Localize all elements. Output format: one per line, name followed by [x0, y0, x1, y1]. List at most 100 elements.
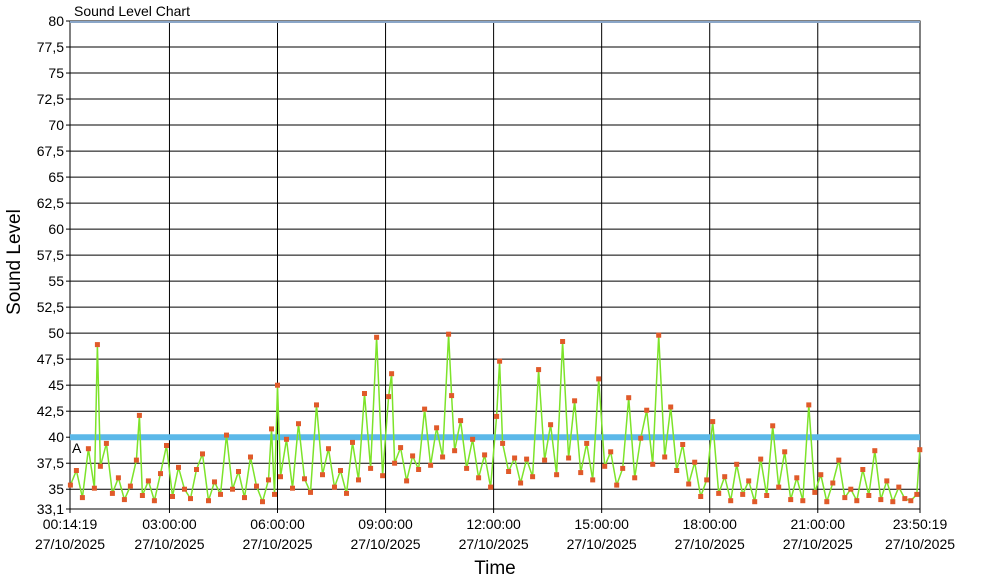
- data-point: [548, 422, 554, 428]
- y-tick-label: 42,5: [37, 403, 64, 419]
- data-point: [746, 478, 752, 484]
- y-tick-label: 72,5: [37, 91, 64, 107]
- data-point: [830, 480, 836, 486]
- data-point: [206, 498, 211, 504]
- data-point: [776, 484, 782, 490]
- data-point: [896, 484, 902, 490]
- y-tick-label: 67,5: [37, 143, 64, 159]
- data-point: [212, 479, 217, 485]
- data-point: [728, 498, 734, 504]
- y-tick-label: 45: [48, 377, 64, 393]
- data-point: [440, 454, 446, 460]
- x-axis-title: Time: [474, 558, 516, 579]
- data-point: [764, 493, 770, 498]
- data-point: [464, 465, 470, 471]
- data-point: [188, 496, 193, 502]
- y-tick-label: 47,5: [37, 351, 64, 367]
- x-tick-date: 27/10/2025: [242, 536, 312, 552]
- y-tick-label: 62,5: [37, 195, 64, 211]
- data-point: [458, 418, 464, 424]
- y-tick-label: 55: [48, 273, 64, 289]
- data-point: [650, 461, 656, 467]
- data-point: [449, 393, 455, 399]
- data-point: [788, 497, 794, 503]
- x-tick-date: 27/10/2025: [567, 536, 637, 552]
- data-point: [734, 461, 740, 467]
- data-point: [254, 483, 259, 489]
- data-point: [560, 339, 566, 344]
- data-point: [133, 457, 139, 463]
- data-point: [752, 499, 758, 505]
- data-point: [590, 477, 596, 483]
- data-point: [344, 490, 349, 496]
- x-tick-time: 23:50:19: [893, 516, 948, 532]
- y-tick-label: 37,5: [37, 455, 64, 471]
- data-point: [284, 436, 289, 442]
- data-point: [842, 495, 848, 501]
- data-point: [136, 412, 142, 418]
- series-line: [69, 334, 921, 505]
- data-point: [290, 485, 295, 491]
- data-point: [698, 494, 704, 499]
- data-point: [806, 402, 812, 408]
- data-point: [680, 442, 686, 447]
- data-point: [872, 448, 878, 454]
- data-point: [722, 474, 728, 480]
- x-tick-date: 27/10/2025: [783, 536, 853, 552]
- data-point: [476, 475, 482, 481]
- data-point: [326, 446, 331, 452]
- x-tick-time: 15:00:00: [574, 516, 629, 532]
- data-point: [800, 498, 806, 504]
- data-point: [266, 477, 271, 483]
- data-point: [356, 477, 361, 483]
- x-tick-time: 12:00:00: [466, 516, 521, 532]
- data-point: [452, 448, 458, 454]
- data-point: [584, 440, 590, 446]
- data-point: [218, 491, 223, 497]
- y-tick-label: 50: [48, 325, 64, 341]
- data-point: [632, 475, 638, 481]
- x-tick-date: 27/10/2025: [675, 536, 745, 552]
- data-point: [506, 469, 512, 474]
- data-point: [308, 489, 313, 495]
- data-point: [194, 467, 199, 472]
- y-tick-label: 77,5: [37, 39, 64, 55]
- data-point: [530, 474, 536, 480]
- data-point: [145, 478, 151, 484]
- data-point: [890, 499, 896, 505]
- data-point: [151, 498, 157, 504]
- y-axis-ticks: 33,1 35 37,5 40 42,5 45 47,5 50 52,5 55 57,5 60 62,5…: [37, 13, 70, 517]
- data-point: [200, 451, 205, 457]
- data-point: [272, 491, 277, 497]
- data-point: [908, 498, 914, 504]
- x-tick-date: 27/10/2025: [885, 536, 955, 552]
- x-tick-time: 00:14:19: [43, 516, 98, 532]
- data-point: [260, 499, 265, 505]
- data-point: [494, 413, 500, 419]
- data-point: [572, 398, 578, 404]
- data-point: [422, 406, 428, 412]
- data-point: [368, 465, 374, 471]
- data-point: [860, 467, 866, 472]
- data-point: [224, 432, 229, 438]
- data-point: [692, 459, 698, 465]
- data-point: [518, 480, 524, 486]
- data-point: [164, 443, 169, 448]
- data-point: [488, 484, 494, 490]
- data-point: [848, 486, 854, 492]
- data-point: [644, 407, 650, 413]
- y-tick-label: 57,5: [37, 247, 64, 263]
- data-point: [596, 376, 602, 382]
- data-point: [115, 475, 121, 481]
- data-point: [374, 334, 380, 340]
- data-point: [836, 457, 842, 463]
- data-point: [121, 497, 127, 503]
- data-point: [236, 469, 241, 474]
- y-axis-title: Sound Level: [4, 209, 25, 315]
- data-point: [182, 486, 187, 492]
- data-point: [497, 358, 503, 364]
- y-tick-label: 65: [48, 169, 64, 185]
- data-point: [866, 493, 872, 498]
- data-point: [620, 465, 626, 471]
